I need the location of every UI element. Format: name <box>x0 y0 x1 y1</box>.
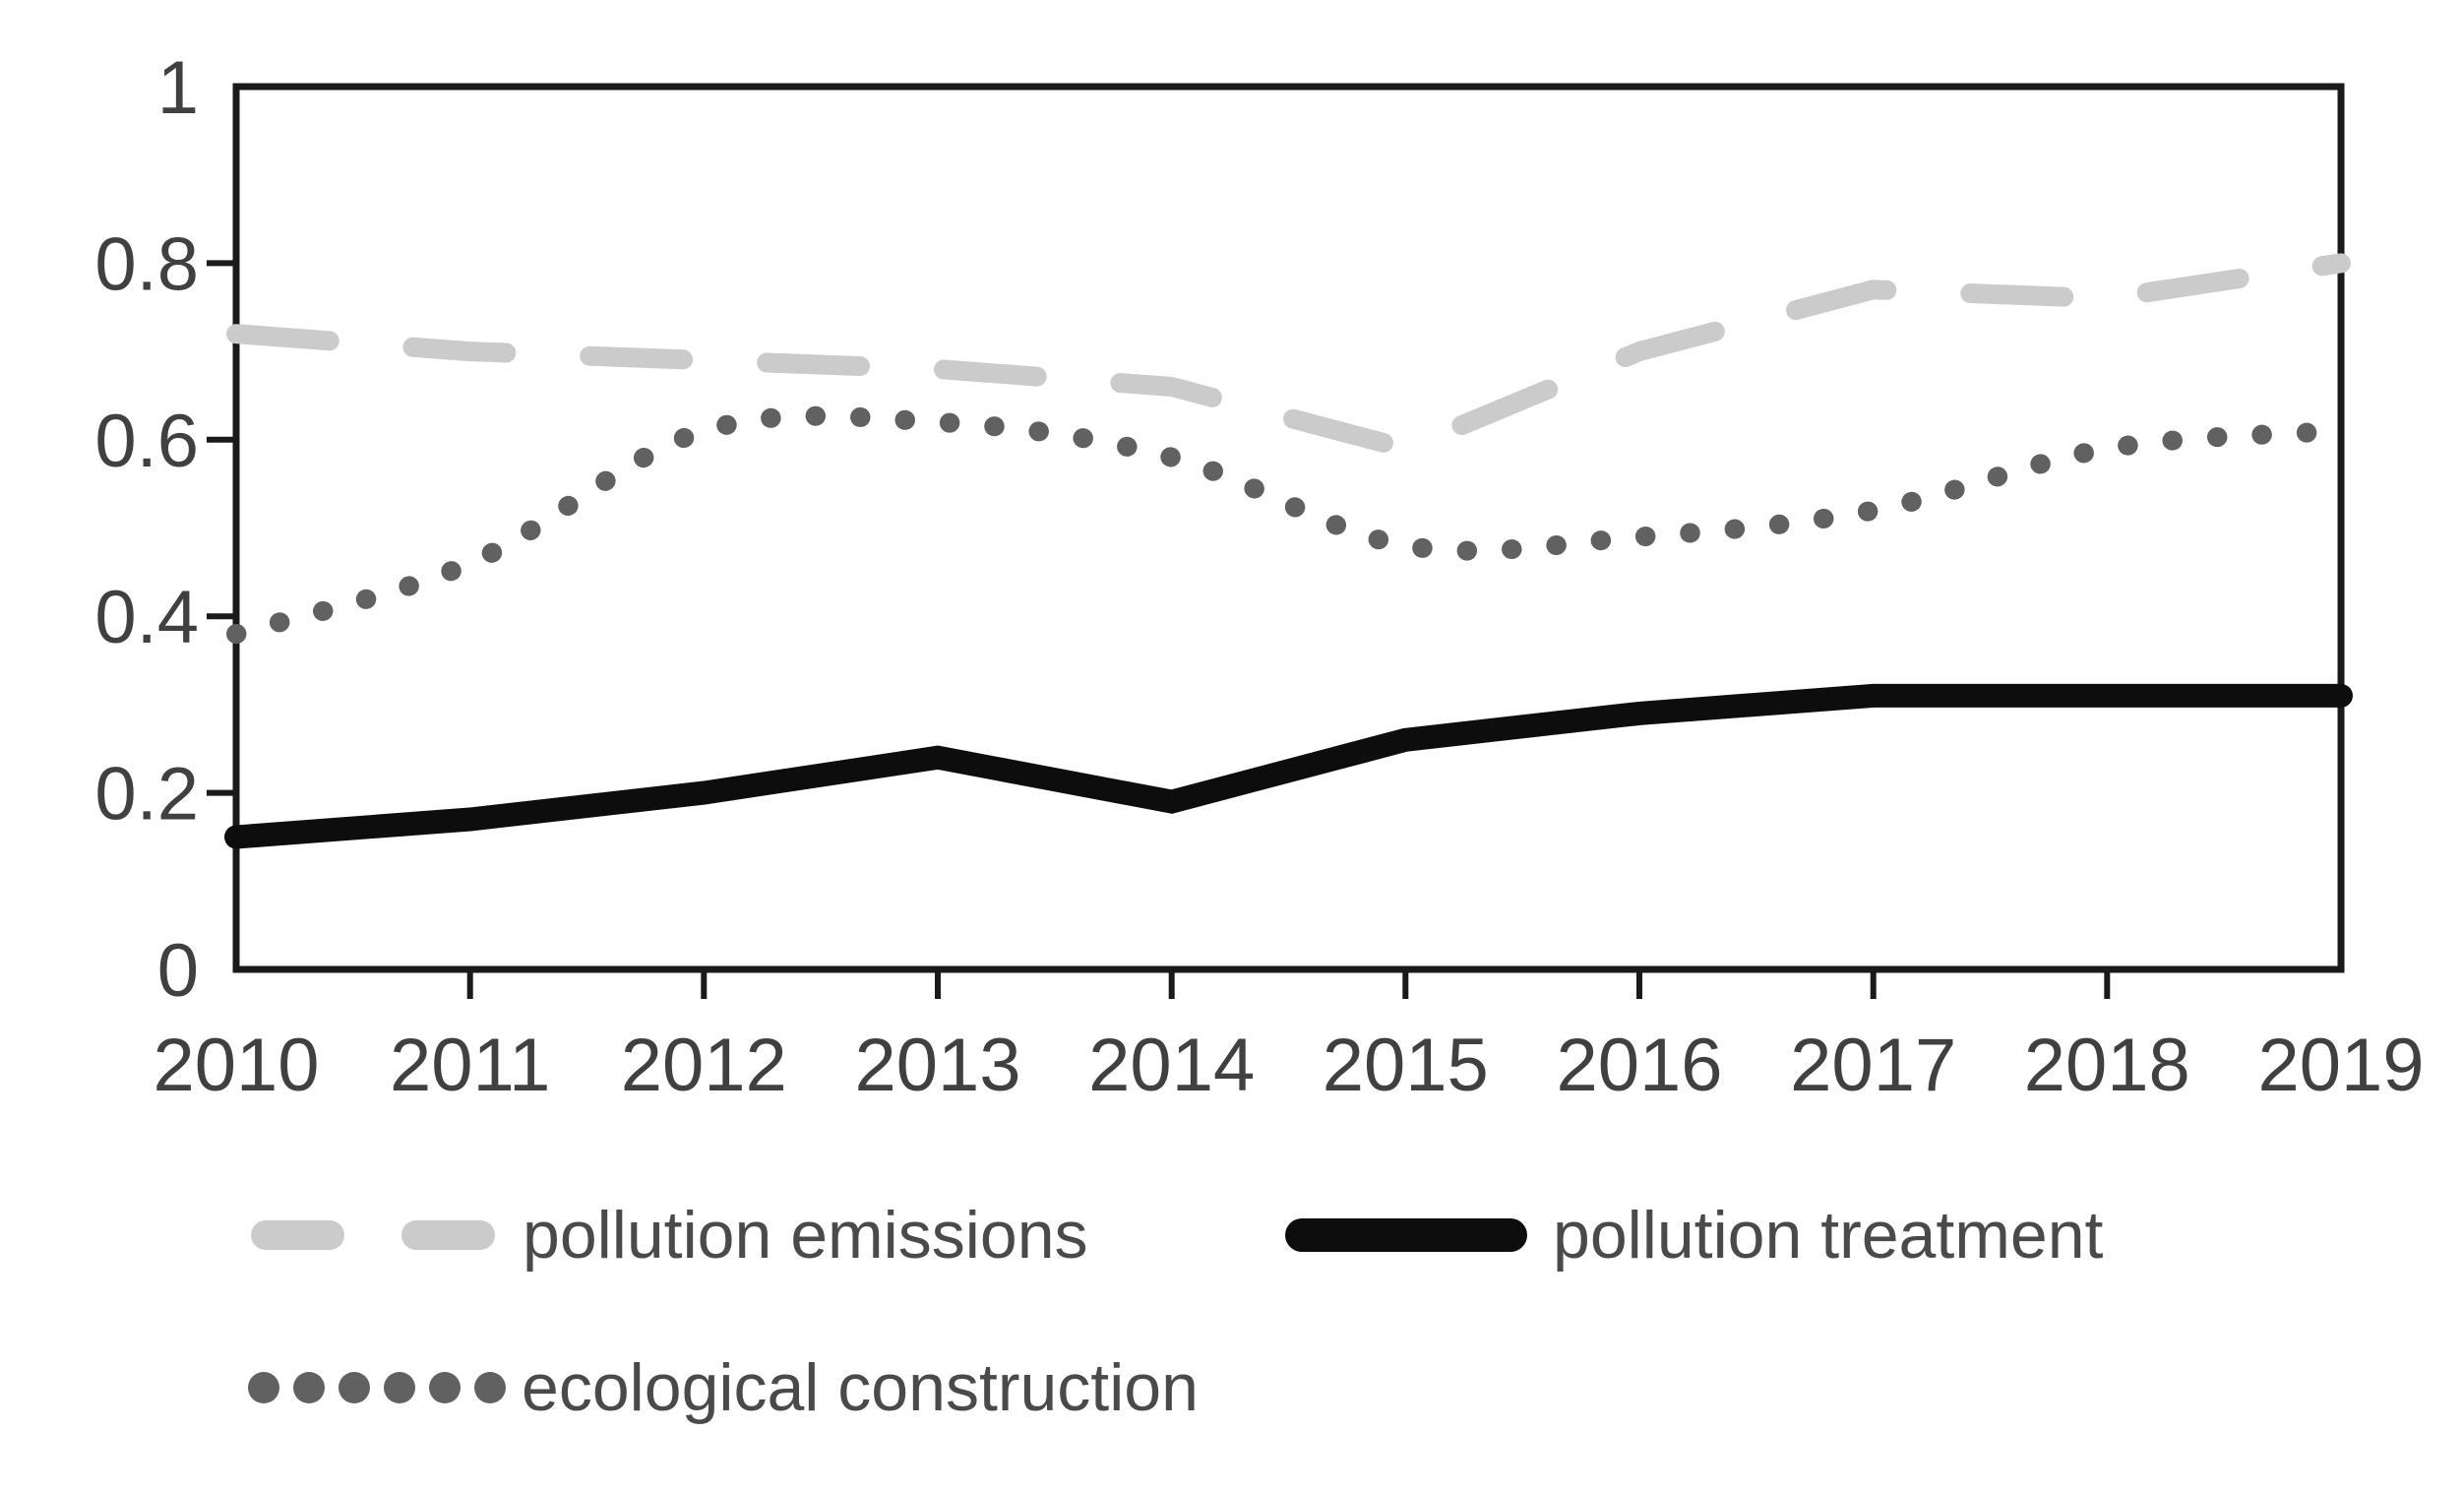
x-tick-label: 2015 <box>1323 1024 1489 1107</box>
dashed-line-swatch <box>251 1220 495 1250</box>
y-tick-label: 0 <box>157 929 199 1013</box>
y-tick-label: 0.2 <box>94 753 199 837</box>
plot-frame <box>232 83 2345 973</box>
dotted-line-swatch <box>248 1372 506 1403</box>
legend-item-pollution-treatment: pollution treatment <box>1285 1186 2103 1284</box>
x-tick-label: 2016 <box>1556 1024 1722 1107</box>
legend-label-ecological-construction: ecological construction <box>522 1350 1199 1425</box>
legend-label-pollution-emissions: pollution emissions <box>523 1198 1088 1273</box>
legend-label-pollution-treatment: pollution treatment <box>1553 1198 2104 1273</box>
y-tick-label: 0.4 <box>94 576 199 659</box>
series-line-pollution-treatment <box>224 683 2353 849</box>
y-tick-label: 0.8 <box>94 222 199 306</box>
x-tick-label: 2010 <box>153 1024 319 1107</box>
x-tick-label: 2011 <box>390 1024 550 1107</box>
x-tick-label: 2013 <box>854 1024 1020 1107</box>
series-line-ecological-construction <box>226 405 2351 645</box>
x-tick-label: 2019 <box>2257 1024 2424 1107</box>
solid-line-swatch <box>1285 1218 1527 1252</box>
legend-item-ecological-construction: ecological construction <box>248 1338 1199 1437</box>
x-tick-label: 2014 <box>1088 1024 1255 1107</box>
legend-item-pollution-emissions: pollution emissions <box>251 1186 1088 1284</box>
x-tick-label: 2012 <box>621 1024 787 1107</box>
x-tick-label: 2017 <box>1790 1024 1956 1107</box>
x-tick-label: 2018 <box>2024 1024 2190 1107</box>
y-tick-label: 0.6 <box>94 400 199 483</box>
y-tick-label: 1 <box>157 46 199 130</box>
series-line-pollution-emissions <box>226 253 2351 459</box>
